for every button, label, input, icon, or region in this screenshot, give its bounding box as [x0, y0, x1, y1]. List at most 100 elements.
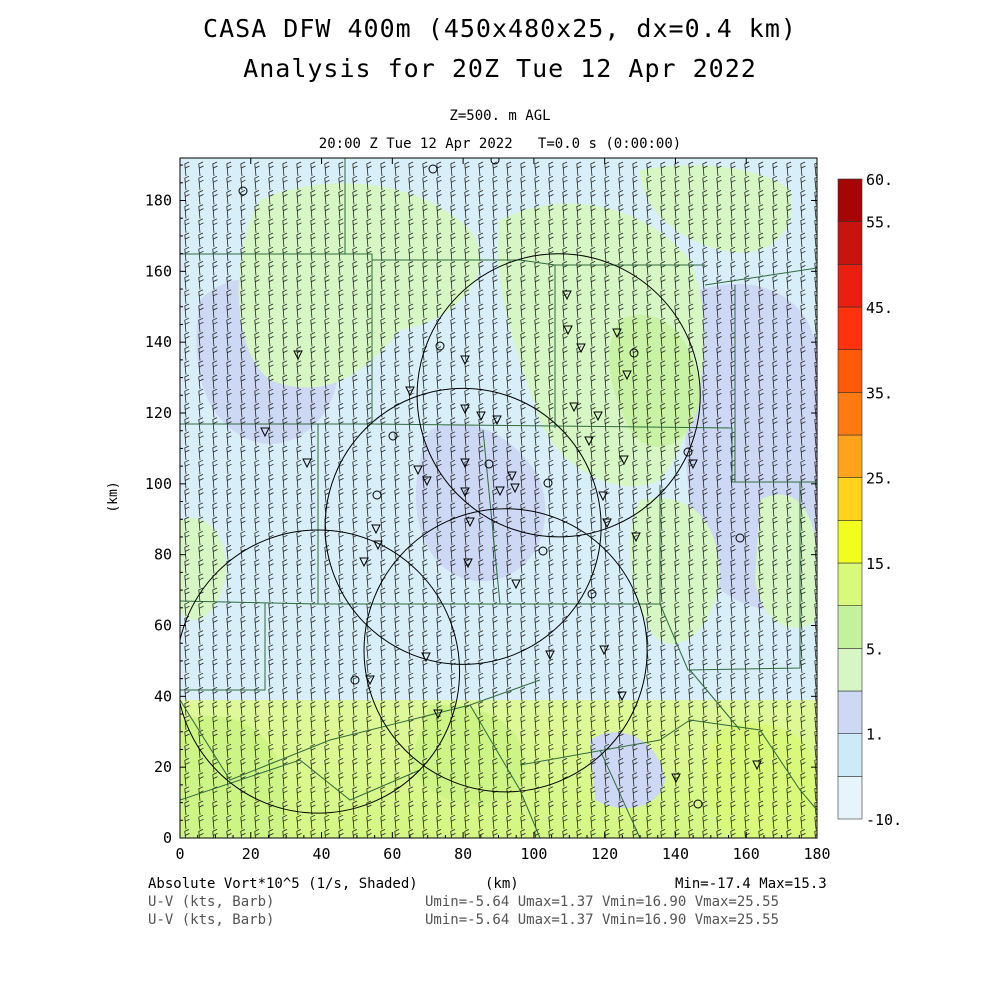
station-triangle — [569, 402, 579, 413]
colorbar-label: 45. — [866, 299, 893, 317]
station-triangle — [460, 458, 470, 469]
y-tick-label: 160 — [145, 262, 172, 280]
y-tick-label: 100 — [145, 475, 172, 493]
station-circle — [238, 186, 248, 196]
station-triangle — [599, 645, 609, 656]
station-triangle — [617, 691, 627, 702]
station-triangle — [545, 650, 555, 661]
station-triangle — [373, 540, 383, 551]
station-triangle — [612, 328, 622, 339]
y-tick-label: 40 — [154, 687, 172, 705]
station-triangle — [463, 558, 473, 569]
wind-barbs — [184, 161, 817, 838]
station-circle — [435, 341, 445, 351]
chart-subtitle: Analysis for 20Z Tue 12 Apr 2022 — [243, 54, 757, 83]
station-triangle — [465, 517, 475, 528]
station-triangle — [492, 415, 502, 426]
station-circle — [629, 348, 639, 358]
station-triangle — [688, 459, 698, 470]
station-triangle — [507, 471, 517, 482]
barb-label-1: U-V (kts, Barb) — [148, 894, 275, 910]
station-circle — [388, 431, 398, 441]
station-triangle — [365, 675, 375, 686]
colorbar-label: 55. — [866, 214, 893, 232]
colorbar-label: 1. — [866, 726, 884, 744]
x-tick-label: 140 — [662, 845, 689, 863]
y-tick-label: 140 — [145, 333, 172, 351]
station-triangle — [562, 290, 572, 301]
station-circle — [428, 164, 438, 174]
radar-ring — [180, 529, 461, 814]
station-triangle — [622, 370, 632, 381]
colorbar-swatch — [837, 264, 863, 308]
time-label: 20:00 Z Tue 12 Apr 2022 T=0.0 s (0:00:00… — [318, 136, 682, 152]
x-tick-label: 160 — [733, 845, 760, 863]
chart-title: CASA DFW 400m (450x480x25, dx=0.4 km) — [203, 14, 797, 43]
radar-ring — [324, 387, 602, 665]
colorbar-swatch — [837, 477, 863, 521]
station-triangle — [495, 486, 505, 497]
station-circle — [490, 158, 500, 165]
station-triangle — [359, 557, 369, 568]
station-circle — [484, 459, 494, 469]
station-triangle — [576, 343, 586, 354]
colorbar-swatch — [837, 776, 863, 820]
y-tick-label: 20 — [154, 758, 172, 776]
station-triangle — [510, 483, 520, 494]
y-tick-label: 80 — [154, 546, 172, 564]
station-triangle — [671, 773, 681, 784]
colorbar-label: -10. — [866, 811, 902, 829]
y-tick-label: 120 — [145, 404, 172, 422]
colorbar-label: 5. — [866, 640, 884, 658]
wind-barb-grid — [184, 161, 817, 838]
colorbar-swatch — [837, 392, 863, 436]
station-triangle — [602, 518, 612, 529]
station-triangle — [433, 709, 443, 720]
colorbar-swatch — [837, 349, 863, 393]
colorbar-swatch — [837, 690, 863, 734]
station-circle — [538, 546, 548, 556]
y-tick-label: 180 — [145, 192, 172, 210]
barb-range-1: Umin=-5.64 Umax=1.37 Vmin=16.90 Vmax=25.… — [425, 894, 780, 910]
station-triangle — [405, 386, 415, 397]
station-circle — [735, 533, 745, 543]
x-tick-label: 40 — [313, 845, 331, 863]
y-axis-label: (km) — [106, 481, 121, 512]
y-tick-label: 60 — [154, 617, 172, 635]
colorbar-label: 60. — [866, 171, 893, 189]
station-circle — [587, 589, 597, 599]
station-circle — [372, 490, 382, 500]
station-triangle — [593, 411, 603, 422]
colorbar-swatch — [837, 733, 863, 777]
station-triangle — [460, 404, 470, 415]
x-tick-label: 180 — [803, 845, 830, 863]
x-tick-label: 120 — [591, 845, 618, 863]
x-tick-label: 100 — [520, 845, 547, 863]
x-tick-label: 60 — [383, 845, 401, 863]
colorbar-label: 35. — [866, 384, 893, 402]
barb-label-2: U-V (kts, Barb) — [148, 912, 275, 928]
field-minmax: Min=-17.4 Max=15.3 — [675, 876, 827, 892]
colorbar-swatch — [837, 221, 863, 265]
station-triangle — [421, 652, 431, 663]
station-triangle — [598, 491, 608, 502]
station-triangle — [460, 355, 470, 366]
station-triangle — [260, 427, 270, 438]
station-circle — [693, 799, 703, 809]
station-triangle — [752, 760, 762, 771]
colorbar-label: 25. — [866, 470, 893, 488]
level-label: Z=500. m AGL — [449, 108, 551, 124]
colorbar-swatch — [837, 306, 863, 350]
station-triangle — [460, 487, 470, 498]
station-circle — [350, 675, 360, 685]
x-tick-label: 80 — [454, 845, 472, 863]
radar-ring — [416, 253, 701, 538]
station-triangle — [422, 476, 432, 487]
station-triangle — [371, 524, 381, 535]
field-label: Absolute Vort*10^5 (1/s, Shaded) — [148, 876, 418, 892]
station-triangle — [619, 455, 629, 466]
radar-ring — [363, 508, 648, 793]
axes: 0 20 40 60 80 100 120 140 160 180 0 20 40 60 80 100 120 1… — [145, 158, 831, 863]
colorbar-swatch — [837, 520, 863, 564]
